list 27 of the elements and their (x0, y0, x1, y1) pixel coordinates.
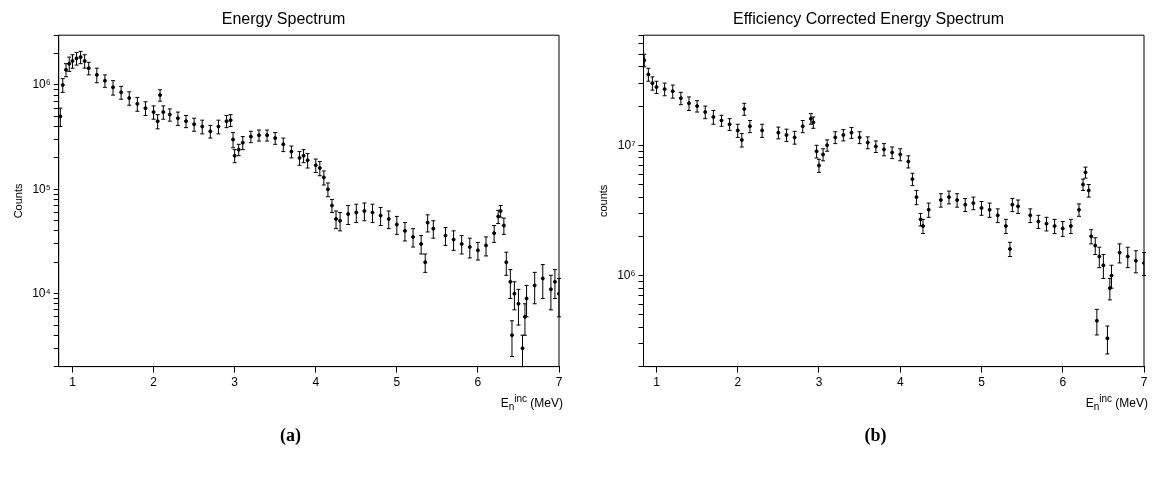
x-tick-label: 1 (653, 375, 661, 390)
y-tick-label: 10⁶ (32, 77, 51, 92)
x-axis-title: E$_{n}$$^{inc}$ (MeV) (499, 393, 564, 413)
y-tick-label: 10⁴ (32, 285, 51, 300)
y-tick-label: 10⁶ (617, 267, 636, 282)
y-tick-label: 10⁷ (617, 137, 636, 152)
x-tick-label: 7 (1140, 375, 1148, 390)
x-tick-label: 6 (474, 375, 482, 390)
y-tick-label: 10⁵ (32, 181, 51, 196)
x-tick-label: 5 (393, 375, 401, 390)
chart-title: Efficiency Corrected Energy Spectrum (733, 10, 1004, 28)
chart-title: Energy Spectrum (221, 10, 346, 28)
x-tick-label: 2 (150, 375, 158, 390)
y-axis-title: counts (596, 184, 609, 218)
y-axis-title: Counts (11, 182, 24, 219)
x-tick-label: 4 (312, 375, 320, 390)
x-tick-label: 4 (896, 375, 904, 390)
text: (a) (279, 425, 302, 446)
x-tick-label: 1 (69, 375, 77, 390)
text: (b) (863, 425, 888, 446)
x-tick-label: 6 (1059, 375, 1067, 390)
x-tick-label: 7 (555, 375, 563, 390)
x-tick-label: 2 (734, 375, 742, 390)
x-axis-title: E$_{n}$$^{inc}$ (MeV) (1084, 393, 1149, 413)
x-tick-label: 3 (231, 375, 239, 390)
x-tick-label: 5 (978, 375, 986, 390)
x-tick-label: 3 (815, 375, 823, 390)
